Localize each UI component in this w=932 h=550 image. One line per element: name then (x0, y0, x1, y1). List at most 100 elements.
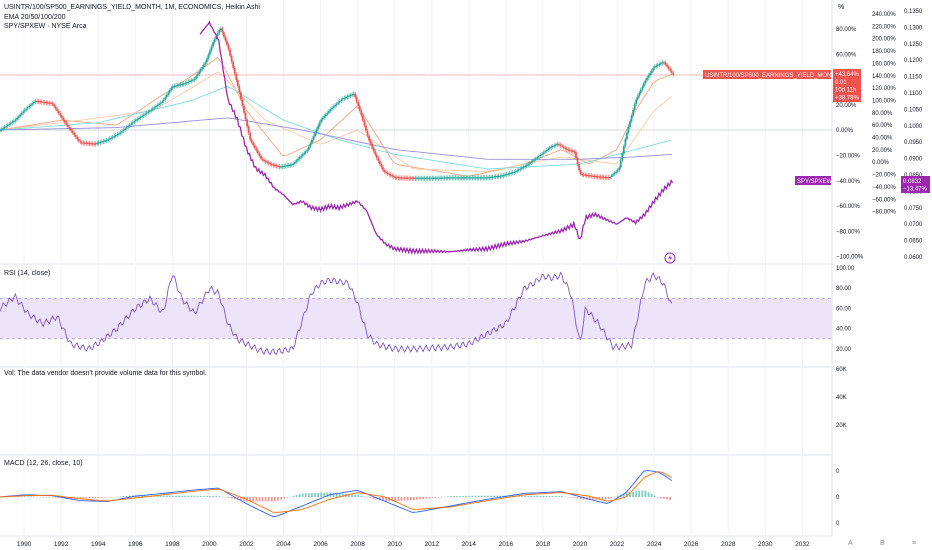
candle-up (473, 177, 475, 179)
candle-up (416, 177, 418, 179)
macd-legend[interactable]: MACD (12, 26, close, 10) (4, 460, 83, 467)
rsi-legend[interactable]: RSI (14, close) (4, 270, 51, 277)
ema-legend[interactable]: EMA 20/50/100/200 (4, 14, 66, 21)
x-tick-label: 1998 (165, 541, 180, 548)
candle-up (161, 101, 164, 103)
candle-up (145, 112, 148, 114)
candle-up (658, 63, 661, 66)
candle-down (278, 166, 281, 168)
candle-up (493, 176, 496, 178)
candle-up (433, 177, 435, 179)
macd-histogram-bar (663, 497, 665, 499)
compare-legend[interactable]: SPY/SPXEW · NYSE Arca (4, 23, 87, 30)
candle-up (652, 68, 655, 71)
candle-up (468, 177, 471, 179)
main-price-tag-text: +38.78% (835, 95, 860, 101)
macd-histogram-bar (33, 496, 35, 498)
candle-down (406, 177, 409, 179)
candle-up (337, 102, 340, 104)
candle-up (207, 54, 210, 59)
candle-down (229, 49, 231, 56)
candle-up (550, 146, 553, 148)
macd-histogram-bar (471, 495, 474, 497)
price-labels: USINTR/100/SP500_EARNINGS_YIELD_MONTH+43… (703, 69, 930, 193)
candle-up (11, 121, 14, 124)
candle-up (483, 177, 486, 179)
candle-down (88, 143, 91, 145)
macd-histogram-bar (39, 496, 42, 498)
scale-header[interactable]: % (838, 4, 845, 11)
macd-histogram-bar (601, 497, 604, 500)
candle-up (151, 108, 154, 110)
macd-histogram-bar (409, 497, 412, 501)
candle-up (517, 169, 520, 171)
candle-up (644, 80, 647, 84)
auto-scale-button[interactable]: A (848, 540, 853, 547)
macd-histogram-bar (57, 497, 60, 498)
macd-histogram-bar (616, 495, 619, 497)
candle-up (190, 80, 193, 82)
macd-histogram-bar (320, 492, 323, 497)
candle-up (555, 144, 557, 146)
candle-up (496, 175, 499, 178)
candle-up (198, 71, 201, 75)
log-scale-button[interactable]: B (880, 540, 885, 547)
candle-up (521, 167, 523, 169)
candle-down (269, 163, 272, 165)
macd-histogram-bar (351, 494, 353, 497)
candle-down (408, 177, 411, 179)
candle-down (584, 174, 587, 176)
candle-up (159, 102, 162, 104)
ema-100-line (0, 86, 672, 170)
macd-histogram-bar (14, 496, 17, 497)
candle-down (565, 148, 568, 150)
macd-histogram-bar (669, 497, 672, 500)
x-tick-label: 2012 (425, 541, 440, 548)
x-tick-label: 2018 (536, 541, 551, 548)
candle-up (428, 177, 431, 179)
macd-histogram-bar (483, 495, 486, 497)
macd-histogram-bar (521, 495, 523, 497)
candle-down (669, 68, 672, 71)
candle-down (564, 147, 567, 149)
candle-up (328, 111, 330, 113)
candle-up (470, 177, 472, 179)
candle-down (238, 86, 241, 93)
macd-histogram-bar (564, 496, 567, 498)
macd-histogram-bar (159, 495, 162, 497)
candle-up (522, 166, 525, 168)
candle-down (585, 174, 588, 176)
settings-button[interactable]: ≡ (912, 540, 917, 547)
lightning-icon[interactable] (664, 252, 676, 264)
macd-histogram-bar (576, 497, 579, 499)
candle-up (301, 154, 304, 156)
macd-histogram-bar (317, 492, 319, 497)
macd-histogram-bar (369, 497, 372, 498)
macd-histogram-bar (227, 497, 230, 499)
candle-down (277, 165, 279, 167)
candle-down (355, 97, 358, 102)
macd-histogram-bar (348, 494, 350, 497)
candle-up (113, 135, 116, 138)
candle-up (206, 58, 208, 63)
rsi-line (0, 271, 673, 356)
macd-histogram-bar (474, 495, 477, 497)
candle-down (391, 175, 394, 177)
candle-up (309, 143, 312, 147)
candle-down (587, 175, 590, 177)
macd-histogram-bar (230, 497, 233, 499)
candle-up (488, 177, 491, 179)
candle-up (31, 103, 34, 105)
candle-up (118, 133, 120, 135)
candle-down (377, 158, 380, 162)
main-series-title[interactable]: USINTR/100/SP500_EARNINGS_YIELD_MONTH, 1… (4, 4, 260, 11)
candle-up (553, 145, 556, 147)
macd-histogram-bar (567, 497, 570, 498)
pct-tick-label: 20.00% (872, 148, 893, 154)
candle-up (307, 146, 310, 150)
candle-up (545, 149, 548, 152)
candle-up (536, 157, 539, 159)
macd-tick-label: 0 (836, 469, 840, 475)
candle-up (29, 104, 32, 106)
candle-down (369, 140, 372, 145)
